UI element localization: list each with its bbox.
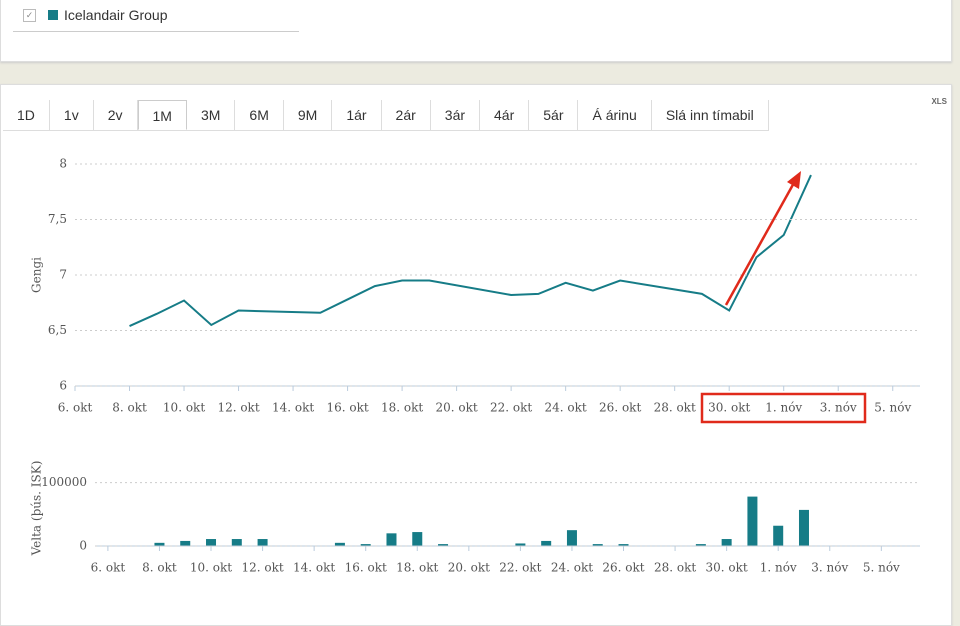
price-line	[129, 174, 812, 327]
tab[interactable]: 1ár	[332, 100, 382, 130]
y-tick-label: 7,5	[48, 212, 67, 226]
x-tick-label: 24. okt	[551, 561, 593, 575]
x-tick-label: 1. nóv	[765, 401, 802, 415]
x-tick-label: 18. okt	[396, 561, 438, 575]
chart-panel: 1D 1v 2v 1M 3M 6M 9M 1ár 2ár 3ár 4ár 5ár Á árinu Slá …	[0, 84, 952, 626]
tab[interactable]: 6M	[235, 100, 284, 130]
volume-bar	[541, 540, 552, 546]
tab-bar: 1D 1v 2v 1M 3M 6M 9M 1ár 2ár 3ár 4ár 5ár Á árinu Slá …	[3, 100, 769, 131]
x-tick-label: 8. okt	[112, 401, 147, 415]
volume-bar	[360, 544, 371, 546]
tab[interactable]: 9M	[284, 100, 333, 130]
volume-bar	[386, 533, 397, 546]
volume-bar	[438, 544, 449, 546]
export-button[interactable]: XLS	[931, 97, 947, 106]
x-tick-label: 1. nóv	[760, 561, 797, 575]
x-tick-label: 5. nóv	[874, 401, 911, 415]
x-tick-label: 30. okt	[708, 401, 750, 415]
checkbox[interactable]: ✓	[23, 8, 36, 22]
highlight-box	[700, 392, 867, 424]
legend-panel: ✓ Icelandair Group	[0, 0, 952, 62]
y-tick-label: 6	[59, 379, 67, 393]
volume-bar	[412, 532, 423, 546]
tab[interactable]: 1v	[50, 100, 94, 130]
x-tick-label: 22. okt	[499, 561, 541, 575]
x-tick-label: 22. okt	[490, 401, 532, 415]
arrow-head	[787, 171, 801, 189]
x-tick-label: 6. okt	[58, 401, 93, 415]
volume-bar	[592, 544, 603, 546]
volume-bar	[206, 539, 217, 546]
legend[interactable]: ✓ Icelandair Group	[23, 7, 168, 23]
x-tick-label: 8. okt	[142, 561, 177, 575]
y-axis-label: Gengi	[30, 257, 44, 293]
volume-bar	[334, 542, 345, 546]
tab[interactable]: 1M	[137, 100, 187, 130]
volume-bar	[257, 539, 268, 546]
volume-bar	[773, 525, 784, 546]
x-tick-label: 5. nóv	[863, 561, 900, 575]
x-tick-label: 10. okt	[163, 401, 205, 415]
x-tick-label: 14. okt	[272, 401, 314, 415]
tab[interactable]: 3M	[187, 100, 236, 130]
y-tick-label: 100000	[41, 475, 87, 489]
x-tick-label: 20. okt	[448, 561, 490, 575]
x-tick-label: 3. nóv	[820, 401, 857, 415]
x-tick-label: 26. okt	[602, 561, 644, 575]
volume-bar	[747, 496, 758, 546]
x-tick-label: 28. okt	[654, 561, 696, 575]
divider	[13, 31, 299, 32]
volume-bar	[721, 539, 732, 546]
x-tick-label: 16. okt	[345, 561, 387, 575]
charts: Velta (þús. ISK) 5. nóv 3. nóv 1. nóv 30. ok…	[30, 157, 920, 575]
x-tick-label: 12. okt	[217, 401, 259, 415]
volume-bar	[566, 530, 577, 546]
volume-bar	[695, 544, 706, 546]
x-tick-label: 20. okt	[436, 401, 478, 415]
y-tick-label: 8	[59, 157, 67, 171]
volume-bar	[154, 542, 165, 546]
x-tick-label: 10. okt	[190, 561, 232, 575]
volume-bar	[231, 539, 242, 546]
y-tick-label: 6,5	[48, 323, 67, 337]
tab[interactable]: 4ár	[480, 100, 530, 130]
tab[interactable]: 2v	[94, 100, 138, 130]
x-tick-label: 18. okt	[381, 401, 423, 415]
tab[interactable]: 3ár	[431, 100, 481, 130]
tab[interactable]: Slá inn tímabil	[652, 100, 769, 130]
y-tick-label: 7	[59, 268, 67, 282]
x-tick-label: 26. okt	[599, 401, 641, 415]
x-tick-label: 30. okt	[706, 561, 748, 575]
x-tick-label: 12. okt	[241, 561, 283, 575]
tab[interactable]: 5ár	[529, 100, 579, 130]
annotation-arrow	[724, 180, 797, 306]
legend-label: Icelandair Group	[64, 7, 168, 23]
y-tick-label: 0	[79, 539, 87, 553]
volume-bar	[180, 540, 191, 546]
tab[interactable]: 2ár	[382, 100, 431, 130]
tab[interactable]: Á árinu	[578, 100, 652, 130]
x-tick-label: 24. okt	[545, 401, 587, 415]
x-tick-label: 6. okt	[91, 561, 126, 575]
volume-bar	[618, 544, 629, 546]
x-tick-label: 16. okt	[326, 401, 368, 415]
x-tick-label: 28. okt	[654, 401, 696, 415]
volume-bar	[515, 543, 526, 546]
volume-bar	[798, 509, 809, 546]
legend-swatch	[48, 10, 58, 20]
x-tick-label: 14. okt	[293, 561, 335, 575]
y-axis-label: Velta (þús. ISK)	[30, 461, 44, 557]
x-tick-label: 3. nóv	[811, 561, 848, 575]
tab[interactable]: 1D	[3, 100, 50, 130]
